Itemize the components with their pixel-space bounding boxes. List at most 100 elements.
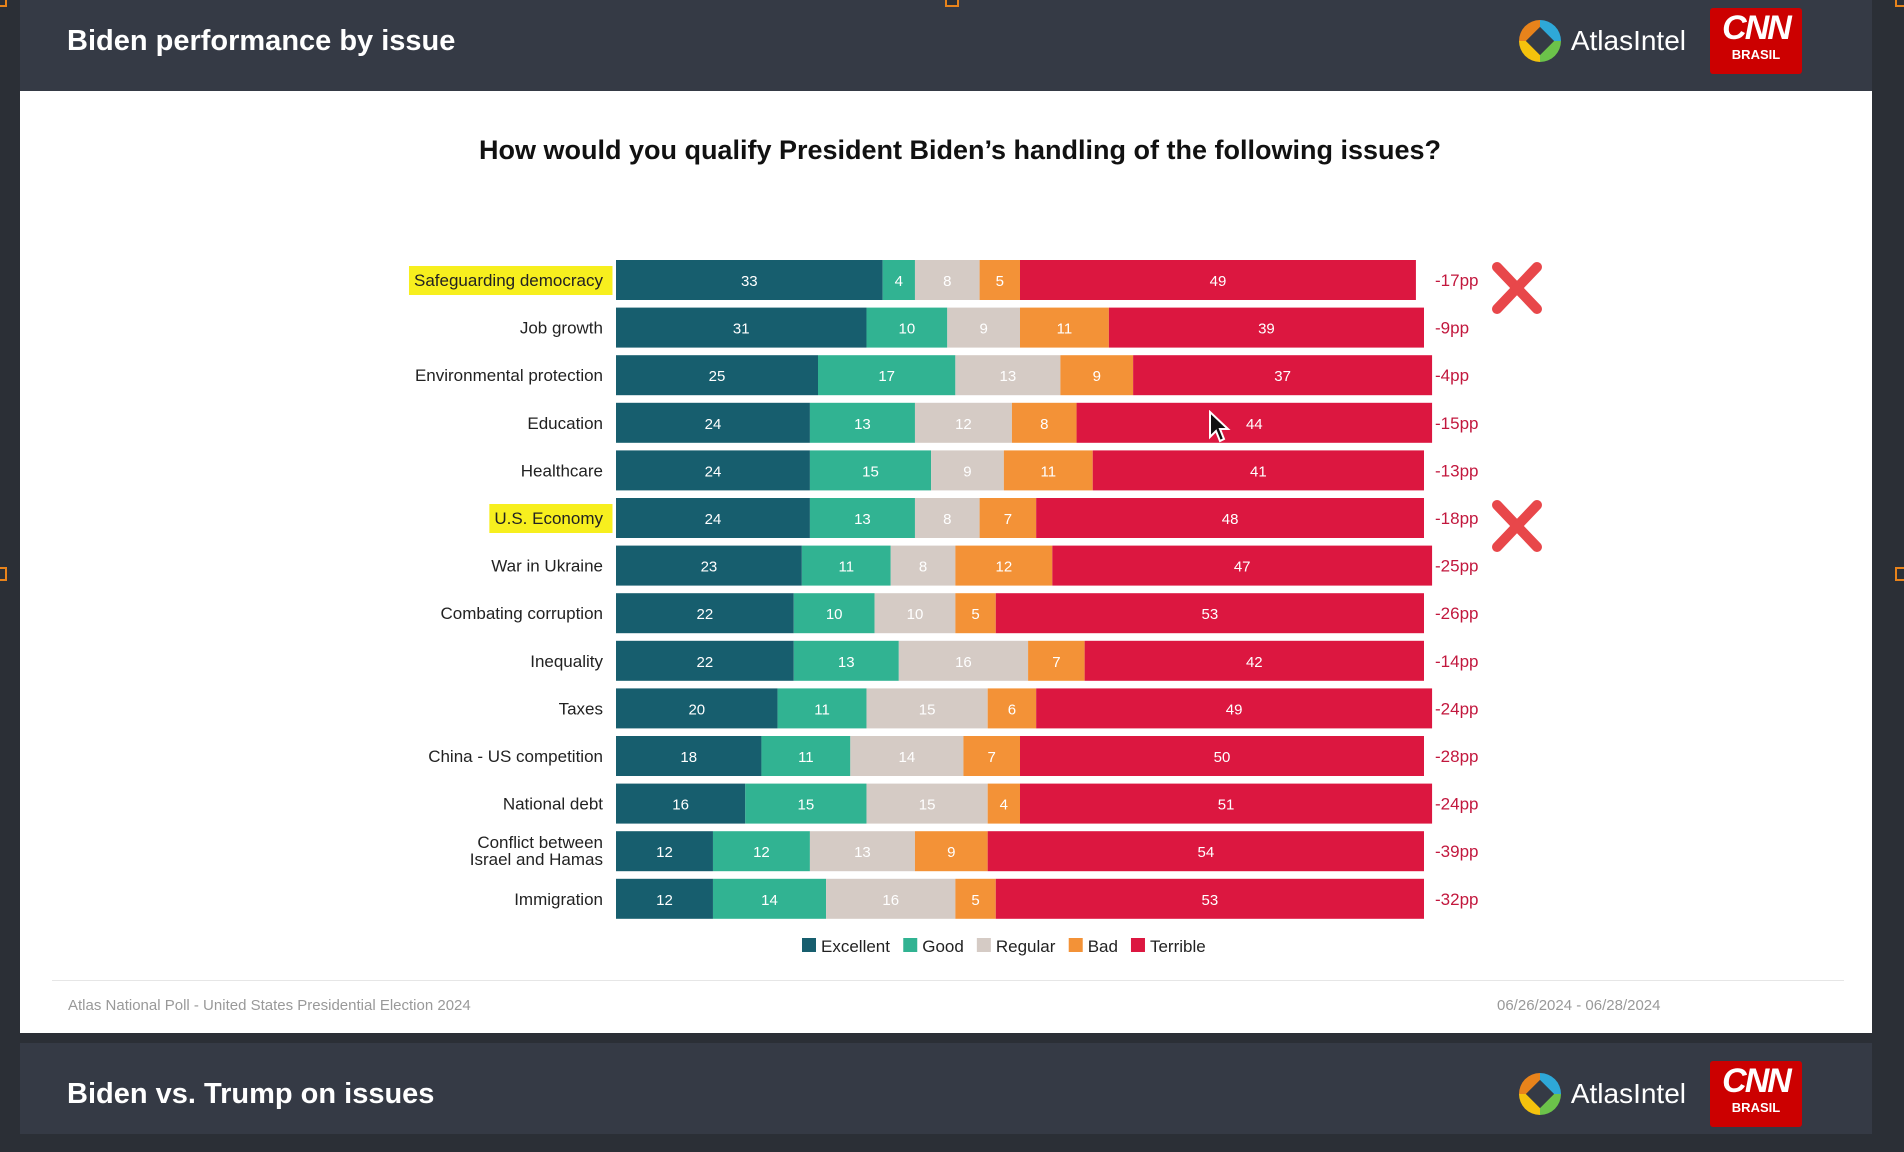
- cnn-wordmark: CNN: [1722, 9, 1792, 47]
- bar-bad-combating-corruption: [955, 593, 996, 634]
- data-label-terrible-healthcare: 41: [1250, 463, 1267, 480]
- bar-terrible-taxes: [1036, 688, 1433, 729]
- bar-excellent-taxes: [616, 688, 778, 729]
- data-label-regular-national-debt: 15: [919, 797, 936, 814]
- x-mark-icon-safeguarding-democracy-b: [1492, 262, 1542, 314]
- bar-terrible-healthcare: [1092, 450, 1424, 491]
- bar-bad-u-s-economy: [979, 498, 1037, 538]
- resize-handle-top[interactable]: [945, 0, 959, 7]
- data-label-excellent-inequality: 22: [697, 654, 714, 671]
- resize-handle-top-left[interactable]: [0, 0, 7, 7]
- footer-dates: 06/26/2024 - 06/28/2024: [1497, 997, 1661, 1014]
- data-label-bad-inequality: 7: [1052, 654, 1060, 671]
- data-label-good-environmental-protection: 17: [878, 368, 895, 385]
- label-highlight-u-s-economy: [489, 504, 613, 533]
- bar-bad-healthcare: [1003, 450, 1093, 491]
- atlasintel-name: AtlasIntel: [1570, 25, 1686, 56]
- data-label-regular-china-us-competition: 14: [899, 749, 916, 766]
- data-label-regular-job-growth: 9: [979, 321, 987, 338]
- bar-excellent-national-debt: [616, 783, 746, 824]
- bar-excellent-education: [616, 402, 810, 443]
- data-label-bad-environmental-protection: 9: [1093, 368, 1101, 385]
- bar-bad-taxes: [987, 688, 1037, 729]
- bar-excellent-china-us-competition: [616, 736, 762, 776]
- bar-excellent-conflict-between-israel-and-hamas: [616, 831, 713, 872]
- bar-excellent-environmental-protection: [616, 355, 818, 396]
- data-label-bad-combating-corruption: 5: [971, 606, 979, 623]
- net-label-inequality: -14pp: [1435, 652, 1478, 671]
- data-label-regular-immigration: 16: [882, 892, 899, 909]
- bar-bad-conflict-between-israel-and-hamas: [914, 831, 988, 872]
- bar-regular-national-debt: [866, 783, 988, 824]
- bar-good-immigration: [712, 878, 827, 919]
- data-label-bad-education: 8: [1040, 416, 1048, 433]
- data-label-terrible-taxes: 49: [1226, 701, 1243, 718]
- bar-good-u-s-economy: [809, 498, 915, 538]
- bar-terrible-combating-corruption: [995, 593, 1424, 634]
- bar-regular-taxes: [866, 688, 988, 729]
- net-label-national-debt: -24pp: [1435, 795, 1478, 814]
- data-label-excellent-healthcare: 24: [705, 463, 722, 480]
- data-label-good-inequality: 13: [838, 654, 855, 671]
- cnn-wordmark-next: CNN: [1722, 1062, 1792, 1100]
- data-label-bad-conflict-between-israel-and-hamas: 9: [947, 844, 955, 861]
- net-label-war-in-ukraine: -25pp: [1435, 557, 1478, 576]
- data-label-good-u-s-economy: 13: [854, 511, 871, 528]
- resize-handle-right[interactable]: [1895, 567, 1904, 581]
- legend-swatch-good: [903, 938, 918, 952]
- bar-terrible-china-us-competition: [1020, 736, 1424, 776]
- slide-header: Biden performance by issue AtlasIntel CN…: [20, 0, 1872, 91]
- bar-terrible-war-in-ukraine: [1052, 545, 1433, 586]
- bar-regular-conflict-between-israel-and-hamas: [809, 831, 915, 872]
- bar-good-education: [809, 402, 915, 443]
- data-label-excellent-immigration: 12: [656, 892, 673, 909]
- bar-regular-u-s-economy: [914, 498, 980, 538]
- data-label-excellent-conflict-between-israel-and-hamas: 12: [656, 844, 673, 861]
- resize-handle-top-right[interactable]: [1895, 0, 1904, 7]
- bar-good-national-debt: [745, 783, 867, 824]
- data-label-terrible-conflict-between-israel-and-hamas: 54: [1197, 844, 1214, 861]
- bar-bad-china-us-competition: [963, 736, 1020, 776]
- bar-bad-immigration: [955, 878, 996, 919]
- data-label-bad-job-growth: 11: [1057, 321, 1073, 338]
- cnn-brasil-label-next: BRASIL: [1731, 1100, 1781, 1115]
- bar-excellent-combating-corruption: [616, 593, 794, 634]
- bar-good-inequality: [793, 640, 899, 681]
- bar-regular-immigration: [826, 878, 956, 919]
- data-label-good-conflict-between-israel-and-hamas: 12: [753, 844, 770, 861]
- net-label-safeguarding-democracy: -17pp: [1435, 271, 1478, 290]
- net-label-u-s-economy: -18pp: [1435, 509, 1478, 528]
- data-label-excellent-education: 24: [705, 416, 722, 433]
- data-label-excellent-national-debt: 16: [672, 797, 689, 814]
- bar-terrible-education: [1076, 402, 1433, 443]
- bar-good-combating-corruption: [793, 593, 875, 634]
- legend-swatch-excellent: [802, 938, 816, 952]
- data-label-terrible-immigration: 53: [1202, 892, 1219, 909]
- bar-bad-national-debt: [987, 783, 1020, 824]
- bar-regular-combating-corruption: [874, 593, 956, 634]
- bar-good-environmental-protection: [818, 355, 956, 396]
- bar-bad-war-in-ukraine: [955, 545, 1053, 586]
- data-label-excellent-u-s-economy: 24: [705, 511, 722, 528]
- bar-regular-inequality: [898, 640, 1029, 681]
- category-label-education: Education: [527, 414, 603, 433]
- bar-regular-environmental-protection: [955, 355, 1061, 396]
- data-label-bad-taxes: 6: [1008, 701, 1016, 718]
- data-label-good-safeguarding-democracy: 4: [895, 273, 903, 290]
- footer-divider: [52, 980, 1844, 981]
- net-label-healthcare: -13pp: [1435, 461, 1478, 480]
- data-label-regular-education: 12: [955, 416, 972, 433]
- data-label-terrible-environmental-protection: 37: [1274, 368, 1291, 385]
- resize-handle-left[interactable]: [0, 567, 7, 581]
- category-label-war-in-ukraine: War in Ukraine: [491, 557, 603, 576]
- data-label-good-national-debt: 15: [798, 797, 815, 814]
- bar-good-healthcare: [809, 450, 932, 491]
- bar-terrible-national-debt: [1020, 783, 1433, 824]
- cnn-brasil-logo: CNN BRASIL: [1710, 8, 1802, 74]
- data-label-terrible-war-in-ukraine: 47: [1234, 559, 1251, 576]
- data-label-terrible-u-s-economy: 48: [1222, 511, 1239, 528]
- x-mark-icon-u-s-economy-b: [1492, 500, 1542, 552]
- data-label-regular-u-s-economy: 8: [943, 511, 951, 528]
- legend-label-excellent: Excellent: [821, 937, 890, 956]
- legend-swatch-regular: [976, 938, 991, 952]
